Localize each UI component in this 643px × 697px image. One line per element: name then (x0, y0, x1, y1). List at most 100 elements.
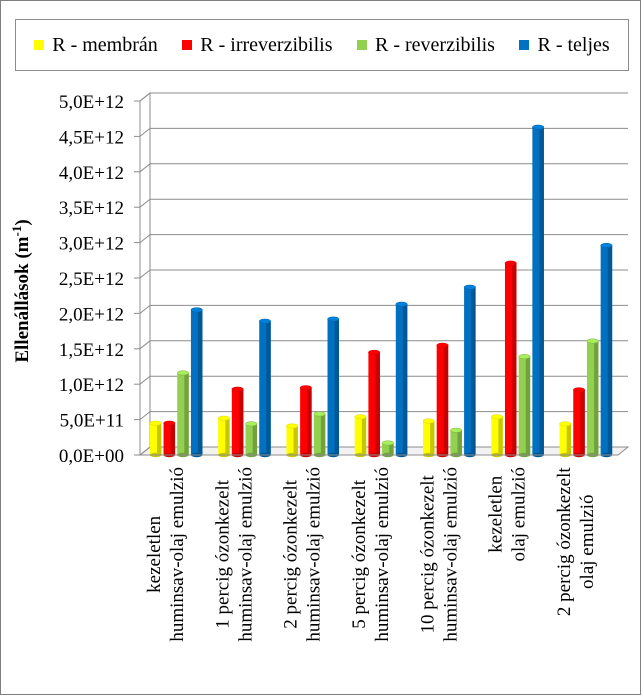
bar-shade (539, 127, 544, 456)
bar (422, 418, 435, 458)
gridline (139, 411, 628, 420)
bar-top (217, 415, 230, 421)
bar (532, 124, 545, 458)
x-tick-label-line: 10 percig ózonkezelt (417, 474, 438, 633)
legend-label-reverzibilis: R - reverzibilis (375, 33, 495, 56)
x-tick-label-line: huminsav-olaj emulzió (235, 467, 256, 642)
x-tick-label-line: huminsav-olaj emulzió (304, 467, 325, 642)
y-tick-label: 0,0E+00 (59, 446, 124, 467)
bar-top (450, 427, 463, 433)
x-tick-label-line: 5 percig ózonkezelt (349, 479, 370, 628)
x-tick-label: 5 percig ózonkezelt huminsav-olaj emulzió (349, 467, 393, 642)
bar (299, 385, 312, 458)
x-tick-label: kezeletlen huminsav-olaj emulzió (144, 467, 188, 642)
y-tick-label: 4,5E+12 (59, 127, 124, 148)
bar (573, 387, 586, 458)
legend-swatch-membran (34, 40, 45, 50)
gridline (139, 163, 628, 173)
bars (149, 124, 613, 458)
x-tick-label-line: olaj emulzió (509, 467, 530, 561)
bar-top (258, 318, 271, 324)
bar-shade (375, 352, 380, 455)
x-tick-label-line: 2 percig ózonkezelt (281, 479, 302, 628)
bar-body (382, 442, 394, 455)
y-tick-label: 3,0E+12 (59, 234, 124, 255)
bar-top (600, 242, 613, 248)
bar-top (163, 420, 176, 426)
bar (163, 420, 176, 458)
y-tick-label: 5,0E+12 (59, 92, 124, 113)
bar-top (149, 420, 162, 426)
bar-shade (184, 372, 189, 455)
x-tick-label-line: huminsav-olaj emulzió (167, 467, 188, 642)
bar-body (395, 304, 408, 455)
legend-swatch-irreverzibilis (182, 40, 193, 50)
bar-top (176, 370, 189, 376)
gridline (139, 269, 628, 279)
gridline (139, 304, 628, 314)
bar-top (463, 284, 476, 290)
x-tick-label: 2 percig ózonkezelt olaj emulzió (554, 467, 598, 616)
bar (559, 421, 572, 458)
x-tick-label: 2 percig ózonkezelt huminsav-olaj emulzió (281, 467, 325, 642)
bar-body (450, 430, 462, 455)
bar-body (231, 389, 244, 455)
bar-top (559, 421, 572, 427)
legend-swatch-reverzibilis (357, 40, 367, 50)
bar (491, 414, 504, 458)
bar-shade (498, 416, 503, 455)
bar-body (300, 387, 312, 455)
bar-shade (457, 430, 462, 455)
bar-shade (361, 416, 367, 455)
legend-label-irreverzibilis: R - irreverzibilis (200, 33, 333, 56)
bar-shade (156, 423, 162, 455)
bar-body (532, 127, 544, 456)
x-tick-label: 10 percig ózonkezelt huminsav-olaj emulzi… (417, 467, 461, 642)
bar-body (190, 309, 203, 455)
bar (518, 354, 531, 458)
bar-shade (594, 341, 599, 455)
bar-shade (443, 345, 449, 455)
bar-body (149, 423, 162, 455)
bar-shade (607, 245, 613, 455)
bar (217, 415, 230, 458)
bar-body (464, 287, 476, 455)
legend-label-teljes: R - teljes (537, 33, 610, 56)
y-axis-label-sup: -1 (9, 226, 24, 237)
bar-shade (471, 287, 476, 455)
bar (190, 307, 203, 458)
bar-top (368, 349, 381, 355)
bar (395, 301, 408, 458)
plot-walls (138, 91, 630, 457)
bar-shade (225, 418, 230, 455)
bar-top (491, 414, 504, 420)
x-tick-label-line: 1 percig ózonkezelt (212, 479, 233, 628)
bar-top (327, 316, 340, 322)
bar-shade (334, 319, 340, 455)
gridline (139, 340, 628, 350)
bar-body (163, 423, 176, 455)
bar-shade (430, 421, 435, 455)
bar-top (354, 414, 367, 420)
y-axis-label-text: Ellenállások (m (12, 236, 33, 362)
bar-body (354, 416, 367, 455)
bar (368, 349, 381, 458)
bar-shade (320, 413, 326, 455)
x-tick-labels: kezeletlen huminsav-olaj emulzió 1 percig … (144, 467, 598, 642)
bar-top (532, 124, 545, 130)
bar-top (504, 260, 517, 266)
bar-shade (512, 263, 517, 455)
bar-body (573, 389, 585, 455)
bar (176, 370, 189, 458)
legend-item-reverzibilis: R - reverzibilis (357, 34, 495, 57)
gridline (139, 92, 628, 102)
bar-shade (293, 425, 298, 455)
bar-top (395, 301, 408, 307)
y-tick-label: 5,0E+11 (60, 411, 124, 432)
bar (313, 411, 326, 458)
bar-body (245, 423, 258, 455)
x-tick-label-line: kezeletlen (486, 475, 507, 553)
legend-item-teljes: R - teljes (519, 33, 610, 57)
